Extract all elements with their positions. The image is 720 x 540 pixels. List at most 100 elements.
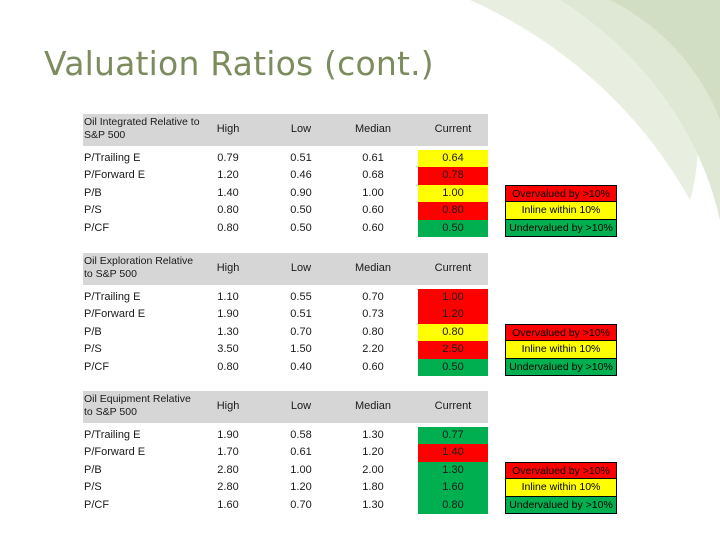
median-value: 0.70 (362, 291, 384, 303)
table-row: P/S 3.50 1.50 2.20 2.50 (83, 341, 488, 359)
low-value: 0.70 (290, 498, 312, 511)
column-header: High (216, 400, 240, 412)
table-row: P/Trailing E 1.10 0.55 0.70 1.00 (83, 289, 488, 307)
low-value: 0.51 (290, 152, 312, 164)
high-value: 0.80 (217, 204, 239, 217)
median-value: 1.00 (362, 186, 384, 199)
current-value: 0.77 (418, 427, 488, 445)
column-header: High (216, 123, 240, 135)
ratio-label: P/CF (84, 360, 110, 373)
low-value: 0.51 (290, 308, 312, 321)
table-title: Oil Equipment Relative to S&P 500 (84, 393, 191, 418)
table-row: P/Trailing E 1.90 0.58 1.30 0.77 (83, 427, 488, 445)
high-value: 1.40 (217, 186, 239, 199)
legend-over: Overvalued by >10% (505, 184, 617, 203)
legend-over: Overvalued by >10% (505, 323, 617, 342)
ratio-label: P/Forward E (84, 308, 146, 321)
column-header: Low (290, 400, 312, 412)
current-value: 1.00 (418, 184, 488, 203)
current-value: 1.20 (418, 306, 488, 324)
ratio-label: P/S (84, 481, 102, 494)
table-row: P/CF 1.60 0.70 1.30 0.80 (83, 496, 488, 514)
ratio-label: P/B (84, 325, 102, 338)
ratio-label: P/Trailing E (84, 429, 141, 441)
low-value: 1.20 (290, 481, 312, 494)
low-value: 0.40 (290, 360, 312, 373)
column-header: Current (434, 262, 472, 274)
legend-under: Undervalued by >10% (505, 358, 617, 376)
table-row: P/B 1.40 0.90 1.00 1.00 (83, 184, 488, 203)
table-row: P/Forward E 1.20 0.46 0.68 0.78 (83, 167, 488, 185)
high-value: 1.90 (217, 308, 239, 321)
table-row: P/Forward E 1.90 0.51 0.73 1.20 (83, 306, 488, 324)
color-legend: Overvalued by >10% Inline within 10% Under… (505, 461, 617, 514)
table-header: Oil Equipment Relative to S&P 500 High Low… (83, 391, 488, 423)
current-value: 0.80 (418, 323, 488, 342)
table-row: P/Trailing E 0.79 0.51 0.61 0.64 (83, 150, 488, 168)
table-row: P/CF 0.80 0.40 0.60 0.50 (83, 358, 488, 376)
page-title: Valuation Ratios (cont.) (44, 44, 434, 83)
high-value: 1.30 (217, 325, 239, 338)
current-value: 2.50 (418, 341, 488, 359)
current-value: 0.80 (418, 202, 488, 220)
high-value: 2.80 (217, 463, 239, 476)
high-value: 2.80 (217, 481, 239, 494)
high-value: 1.70 (217, 446, 239, 459)
legend-inline: Inline within 10% (505, 479, 617, 497)
median-value: 1.20 (362, 446, 384, 459)
legend-under: Undervalued by >10% (505, 496, 617, 514)
ratio-label: P/B (84, 186, 102, 199)
high-value: 1.60 (217, 498, 239, 511)
ratio-label: P/S (84, 343, 102, 356)
median-value: 2.00 (362, 463, 384, 476)
low-value: 0.61 (290, 446, 312, 459)
current-value: 0.80 (418, 496, 488, 514)
high-value: 0.80 (217, 221, 239, 234)
median-value: 1.80 (362, 481, 384, 494)
current-value: 1.00 (418, 289, 488, 307)
column-header: Median (354, 262, 392, 274)
median-value: 1.30 (362, 429, 384, 441)
column-header: Low (290, 262, 312, 274)
table-header: Oil Integrated Relative to S&P 500 High Lo… (83, 114, 488, 146)
high-value: 0.79 (217, 152, 239, 164)
column-header: Median (354, 123, 392, 135)
table-row: P/CF 0.80 0.50 0.60 0.50 (83, 219, 488, 237)
low-value: 1.50 (290, 343, 312, 356)
low-value: 0.58 (290, 429, 312, 441)
ratio-label: P/S (84, 204, 102, 217)
high-value: 0.80 (217, 360, 239, 373)
legend-under: Undervalued by >10% (505, 219, 617, 237)
legend-over: Overvalued by >10% (505, 461, 617, 480)
median-value: 1.30 (362, 498, 384, 511)
current-value: 1.60 (418, 479, 488, 497)
table-title: Oil Exploration Relative to S&P 500 (84, 255, 194, 280)
current-value: 0.50 (418, 358, 488, 376)
column-header: Current (434, 400, 472, 412)
column-header: High (216, 262, 240, 274)
low-value: 0.90 (290, 186, 312, 199)
table-row: P/S 0.80 0.50 0.60 0.80 (83, 202, 488, 220)
table-row: P/B 2.80 1.00 2.00 1.30 (83, 461, 488, 480)
current-value: 0.50 (418, 219, 488, 237)
high-value: 1.20 (217, 169, 239, 182)
table-row: P/S 2.80 1.20 1.80 1.60 (83, 479, 488, 497)
low-value: 1.00 (290, 463, 312, 476)
current-value: 1.30 (418, 461, 488, 480)
current-value: 0.78 (418, 167, 488, 185)
median-value: 0.61 (362, 152, 384, 164)
median-value: 0.60 (362, 221, 384, 234)
low-value: 0.70 (290, 325, 312, 338)
color-legend: Overvalued by >10% Inline within 10% Under… (505, 323, 617, 376)
legend-inline: Inline within 10% (505, 202, 617, 220)
table-title: Oil Integrated Relative to S&P 500 (84, 116, 200, 141)
column-header: Low (290, 123, 312, 135)
high-value: 3.50 (217, 343, 239, 356)
low-value: 0.55 (290, 291, 312, 303)
median-value: 0.73 (362, 308, 384, 321)
current-value: 1.40 (418, 444, 488, 462)
table-row: P/B 1.30 0.70 0.80 0.80 (83, 323, 488, 342)
median-value: 0.68 (362, 169, 384, 182)
table-header: Oil Exploration Relative to S&P 500 High L… (83, 253, 488, 285)
